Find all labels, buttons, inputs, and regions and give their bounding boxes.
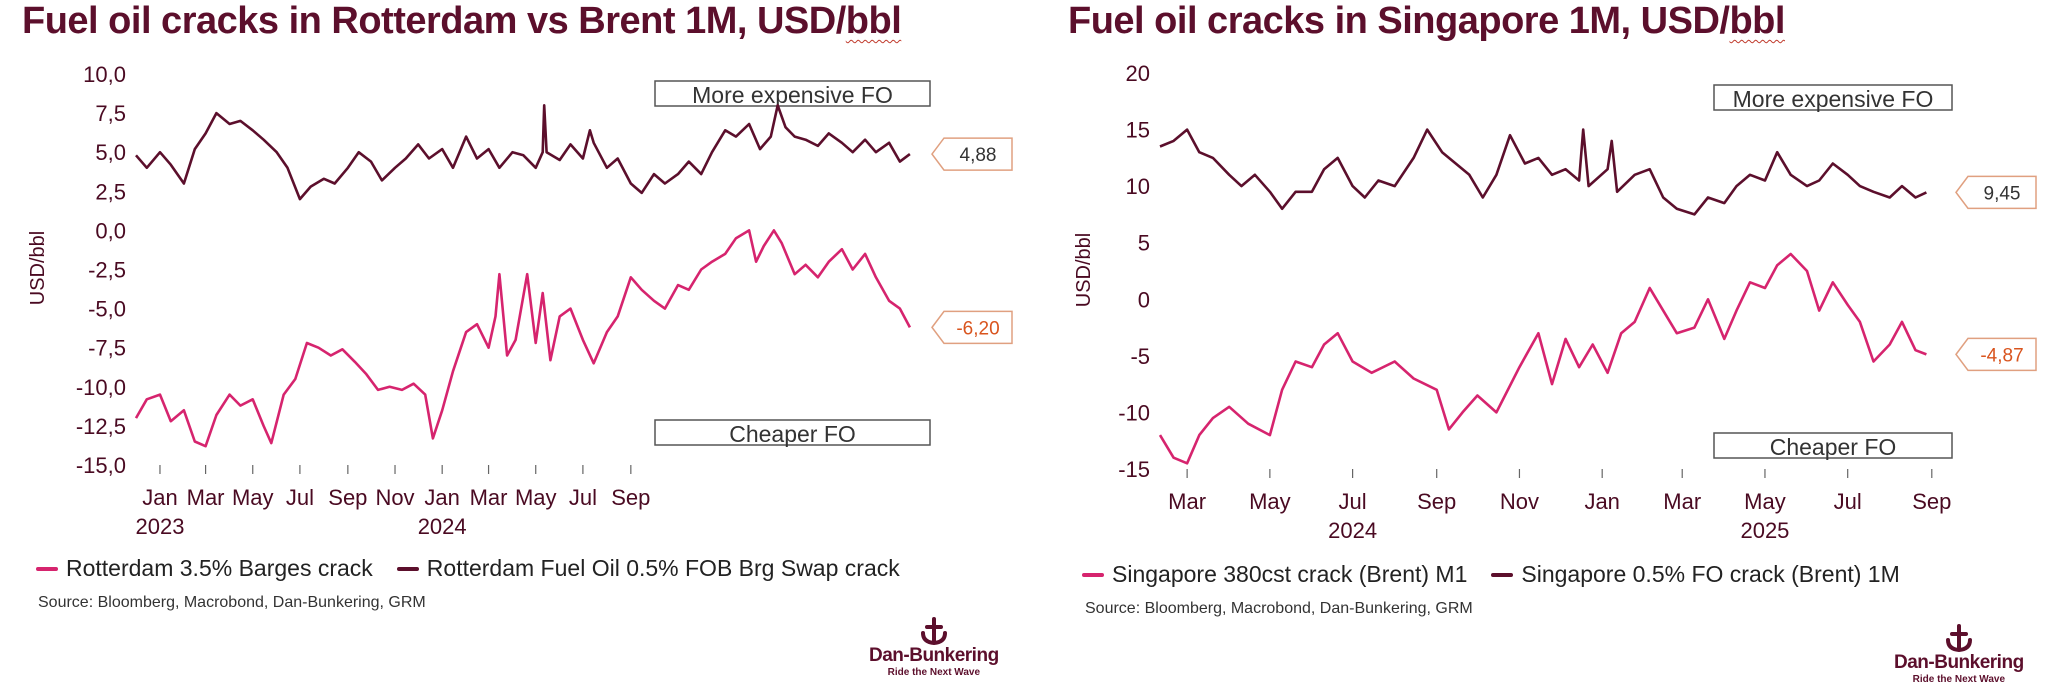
series-line-high-sulphur [134, 229, 912, 448]
singapore-chart-title: Fuel oil cracks in Singapore 1M, USD/bbl [1068, 0, 1785, 43]
legend-item-rotterdam-05-fob: Rotterdam Fuel Oil 0.5% FOB Brg Swap cra… [396, 555, 900, 582]
singapore-chart: 20 15 10 5 0 -5 -10 -15 USD/bbl Mar May Jul 2024 Sep N… [1073, 61, 2037, 543]
x-year-label: 2025 [1740, 518, 1789, 543]
x-tick-label: Mar [470, 485, 508, 510]
x-year-label: 2024 [418, 514, 467, 539]
x-tick-label: Sep [328, 485, 367, 510]
y-tick-label: -7,5 [88, 336, 126, 361]
last-value-label: -4,87 [1980, 345, 2023, 366]
y-tick-label: 2,5 [95, 179, 126, 204]
y-tick-label: 0 [1138, 287, 1150, 312]
rotterdam-title-unit: bbl [845, 0, 902, 42]
x-year-label: 2023 [135, 514, 184, 539]
x-tick-label: Jul [569, 485, 597, 510]
x-tick-label: May [232, 485, 274, 510]
y-tick-label: -12,5 [76, 414, 126, 439]
series-line-high-sulphur [1158, 252, 1927, 465]
cheaper-fo-box-label: Cheaper FO [1770, 434, 1897, 460]
x-tick-label: Jan [1584, 489, 1619, 514]
y-tick-label: 10 [1126, 174, 1150, 199]
cheaper-fo-box-label: Cheaper FO [729, 421, 856, 447]
logo-name: Dan-Bunkering [869, 645, 999, 666]
legend-label: Rotterdam 3.5% Barges crack [66, 555, 373, 581]
more-expensive-fo-box [1713, 84, 1953, 111]
logo-tagline: Ride the Next Wave [887, 667, 981, 678]
y-tick-label: -5,0 [88, 297, 126, 322]
y-tick-label: 20 [1126, 61, 1150, 86]
cheaper-fo-box [654, 419, 931, 446]
x-tick-label: May [1744, 489, 1786, 514]
legend-swatch-pink [1082, 572, 1104, 577]
x-tick-label: Nov [1500, 489, 1539, 514]
legend-swatch-maroon [1491, 572, 1514, 577]
y-tick-label: -2,5 [88, 258, 126, 283]
x-tick-label: Mar [1168, 489, 1206, 514]
y-tick-label: -15,0 [76, 453, 126, 478]
more-expensive-fo-box-label: More expensive FO [1733, 86, 1934, 112]
legend-label: Singapore 0.5% FO crack (Brent) 1M [1521, 561, 1900, 587]
x-tick-label: Sep [611, 485, 650, 510]
x-tick-label: Jul [286, 485, 314, 510]
x-tick-label: Sep [1912, 489, 1951, 514]
legend-label: Rotterdam Fuel Oil 0.5% FOB Brg Swap cra… [426, 555, 900, 581]
y-tick-label: 7,5 [95, 101, 126, 126]
rotterdam-chart-title: Fuel oil cracks in Rotterdam vs Brent 1M… [22, 0, 902, 43]
x-tick-label: Jul [1339, 489, 1367, 514]
x-tick-label: Mar [1663, 489, 1701, 514]
y-tick-label: -10,0 [76, 375, 126, 400]
dan-bunkering-logo: Dan-Bunkering Ride the Next Wave [1894, 624, 2024, 685]
x-tick-label: Nov [375, 485, 414, 510]
legend-item-singapore-05-fo: Singapore 0.5% FO crack (Brent) 1M [1491, 561, 1900, 588]
legend-label: Singapore 380cst crack (Brent) M1 [1112, 561, 1468, 587]
logo-tagline: Ride the Next Wave [1912, 674, 2006, 685]
last-value-label: 4,88 [960, 145, 997, 166]
y-tick-label: -5 [1130, 344, 1150, 369]
cheaper-fo-box [1713, 432, 1953, 459]
y-tick-label: 10,0 [83, 62, 126, 87]
x-tick-label: Sep [1417, 489, 1456, 514]
rotterdam-legend: Rotterdam 3.5% Barges crack Rotterdam Fu… [36, 555, 900, 582]
y-tick-label: 15 [1126, 118, 1150, 143]
x-tick-label: Mar [187, 485, 225, 510]
x-tick-label: Jan [142, 485, 177, 510]
rotterdam-title-text: Fuel oil cracks in Rotterdam vs Brent 1M… [22, 0, 846, 42]
x-tick-label: Jul [1834, 489, 1862, 514]
last-value-callout [1955, 175, 2037, 210]
y-tick-label: 5 [1138, 231, 1150, 256]
x-year-label: 2024 [1328, 518, 1377, 543]
singapore-source: Source: Bloomberg, Macrobond, Dan-Bunker… [1085, 600, 1473, 617]
y-axis-title: USD/bbl [1073, 233, 1095, 307]
legend-item-singapore-380cst: Singapore 380cst crack (Brent) M1 [1082, 561, 1467, 588]
y-tick-label: -10 [1118, 400, 1150, 425]
x-tick-label: May [515, 485, 557, 510]
x-tick-label: Jan [424, 485, 459, 510]
rotterdam-source: Source: Bloomberg, Macrobond, Dan-Bunker… [38, 594, 426, 611]
x-tick-label: May [1249, 489, 1291, 514]
more-expensive-fo-box-label: More expensive FO [692, 82, 893, 108]
y-tick-label: 0,0 [95, 218, 126, 243]
series-line-low-sulphur [135, 104, 911, 201]
logo-name: Dan-Bunkering [1894, 652, 2024, 673]
legend-item-rotterdam-35-barges: Rotterdam 3.5% Barges crack [36, 555, 373, 582]
dan-bunkering-logo: Dan-Bunkering Ride the Next Wave [869, 617, 999, 678]
y-tick-label: -15 [1118, 457, 1150, 482]
last-value-label: 9,45 [1984, 183, 2021, 204]
y-tick-label: 5,0 [95, 140, 126, 165]
last-value-label: -6,20 [956, 318, 999, 339]
singapore-title-text: Fuel oil cracks in Singapore 1M, USD/ [1068, 0, 1730, 42]
singapore-title-unit: bbl [1729, 0, 1785, 42]
last-value-callout [931, 310, 1013, 345]
rotterdam-chart: 10,0 7,5 5,0 2,5 0,0 -2,5 -5,0 -7,5 -10,0 -12,5 -1… [27, 62, 1013, 539]
anchor-icon [1945, 624, 1972, 652]
anchor-icon [920, 617, 947, 645]
legend-swatch-maroon [396, 566, 419, 571]
last-value-callout [931, 137, 1013, 171]
legend-swatch-pink [36, 566, 58, 571]
series-line-low-sulphur [1159, 128, 1927, 216]
more-expensive-fo-box [654, 80, 931, 107]
last-value-callout [1955, 337, 2037, 372]
y-axis-title: USD/bbl [27, 231, 49, 305]
singapore-legend: Singapore 380cst crack (Brent) M1 Singap… [1082, 561, 1900, 588]
